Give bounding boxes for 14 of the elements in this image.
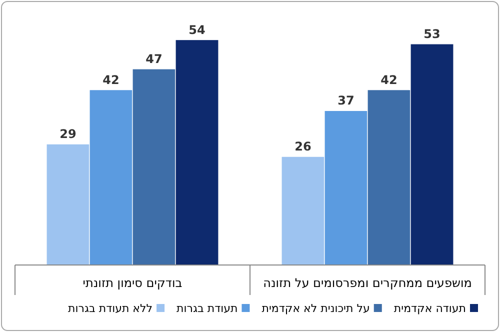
legend-label: תעודה אקדמית xyxy=(394,302,466,315)
data-label: 53 xyxy=(424,26,440,41)
data-label: 26 xyxy=(294,140,312,154)
x-tick-label: מושפעים ממחקרים ומפרסומים על תזונה xyxy=(263,276,472,290)
data-label: 37 xyxy=(338,94,354,108)
legend-label: תעודת בגרות xyxy=(176,302,238,315)
data-label: 42 xyxy=(380,72,398,87)
legend-label: על תיכונית לא אקדמית xyxy=(262,302,370,315)
legend-label: ללא תעודת בגרות xyxy=(68,302,153,315)
data-label: 42 xyxy=(102,72,120,87)
data-label: 54 xyxy=(188,22,206,37)
data-label: 47 xyxy=(146,52,162,66)
data-label: 29 xyxy=(60,127,76,142)
x-tick-label: בודקים סימון תזונתי xyxy=(82,276,182,290)
